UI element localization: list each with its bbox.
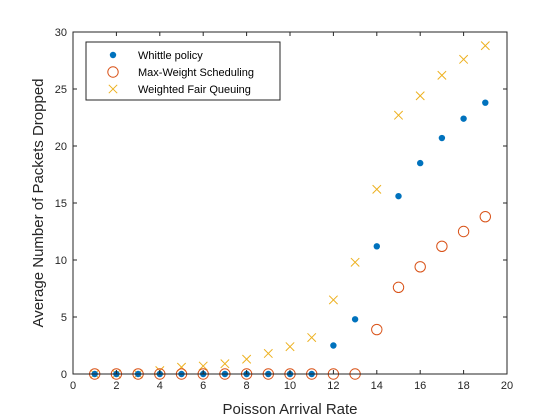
weighted-fair-queuing-point xyxy=(285,342,295,352)
weighted-fair-queuing-point xyxy=(263,348,273,359)
weighted-fair-queuing-point xyxy=(480,41,490,51)
whittle-policy-point xyxy=(438,134,446,142)
legend-label: Whittle policy xyxy=(138,50,203,62)
legend-label: Weighted Fair Queuing xyxy=(138,84,251,96)
x-tick-label: 14 xyxy=(371,380,383,392)
weighted-fair-queuing-point xyxy=(350,257,360,267)
max-weight-scheduling-point xyxy=(457,225,470,238)
whittle-policy-point xyxy=(330,342,337,349)
y-axis-title: Average Number of Packets Dropped xyxy=(30,78,47,327)
y-tick-label: 20 xyxy=(55,141,67,153)
weighted-fair-queuing-point xyxy=(372,184,382,194)
x-tick-label: 6 xyxy=(200,380,206,392)
data-marks xyxy=(89,41,491,380)
x-tick-label: 16 xyxy=(414,380,426,392)
whittle-policy-point xyxy=(351,316,359,323)
x-tick-label: 18 xyxy=(457,380,469,392)
whittle-policy-point xyxy=(417,159,424,167)
legend: Whittle policy Max-Weight Scheduling Weigh… xyxy=(85,41,281,101)
weighted-fair-queuing-point xyxy=(459,54,469,64)
y-tick-label: 25 xyxy=(55,84,67,96)
y-tick-label: 10 xyxy=(55,255,67,267)
weighted-fair-queuing-point xyxy=(393,110,404,120)
x-tick-label: 8 xyxy=(244,380,250,392)
legend-label: Max-Weight Scheduling xyxy=(138,67,254,79)
y-tick-label: 30 xyxy=(55,27,67,39)
legend-marker xyxy=(109,51,117,59)
x-tick-label: 12 xyxy=(327,380,339,392)
x-tick-label: 20 xyxy=(501,380,513,392)
max-weight-scheduling-point xyxy=(414,261,426,273)
weighted-fair-queuing-point xyxy=(437,70,447,80)
weighted-fair-queuing-point xyxy=(328,295,338,305)
whittle-policy-point xyxy=(395,192,402,200)
whittle-policy-point xyxy=(482,99,489,106)
y-tick-label: 0 xyxy=(61,369,67,381)
weighted-fair-queuing-point xyxy=(220,359,230,369)
x-tick-label: 4 xyxy=(157,380,163,392)
x-tick-label: 10 xyxy=(284,380,296,392)
max-weight-scheduling-point xyxy=(479,210,491,223)
max-weight-scheduling-point xyxy=(436,240,448,253)
weighted-fair-queuing-point xyxy=(198,361,208,371)
weighted-fair-queuing-point xyxy=(415,91,425,101)
y-tick-label: 5 xyxy=(61,312,67,324)
max-weight-scheduling-point xyxy=(392,281,405,294)
x-axis-title: Poisson Arrival Rate xyxy=(222,401,357,418)
weighted-fair-queuing-point xyxy=(242,354,252,364)
whittle-policy-point xyxy=(460,115,467,122)
y-tick-label: 15 xyxy=(55,198,67,210)
max-weight-scheduling-point xyxy=(371,323,383,336)
x-tick-label: 0 xyxy=(70,380,76,392)
x-tick-label: 2 xyxy=(113,380,119,392)
legend-marker xyxy=(108,84,118,94)
whittle-policy-point xyxy=(373,243,380,250)
legend-marker xyxy=(107,66,119,78)
axis-ticks: 0 2 4 6 8 10 12 14 16 18 20 0 5 10 15 20 25 30 xyxy=(55,27,513,392)
weighted-fair-queuing-point xyxy=(307,332,317,343)
